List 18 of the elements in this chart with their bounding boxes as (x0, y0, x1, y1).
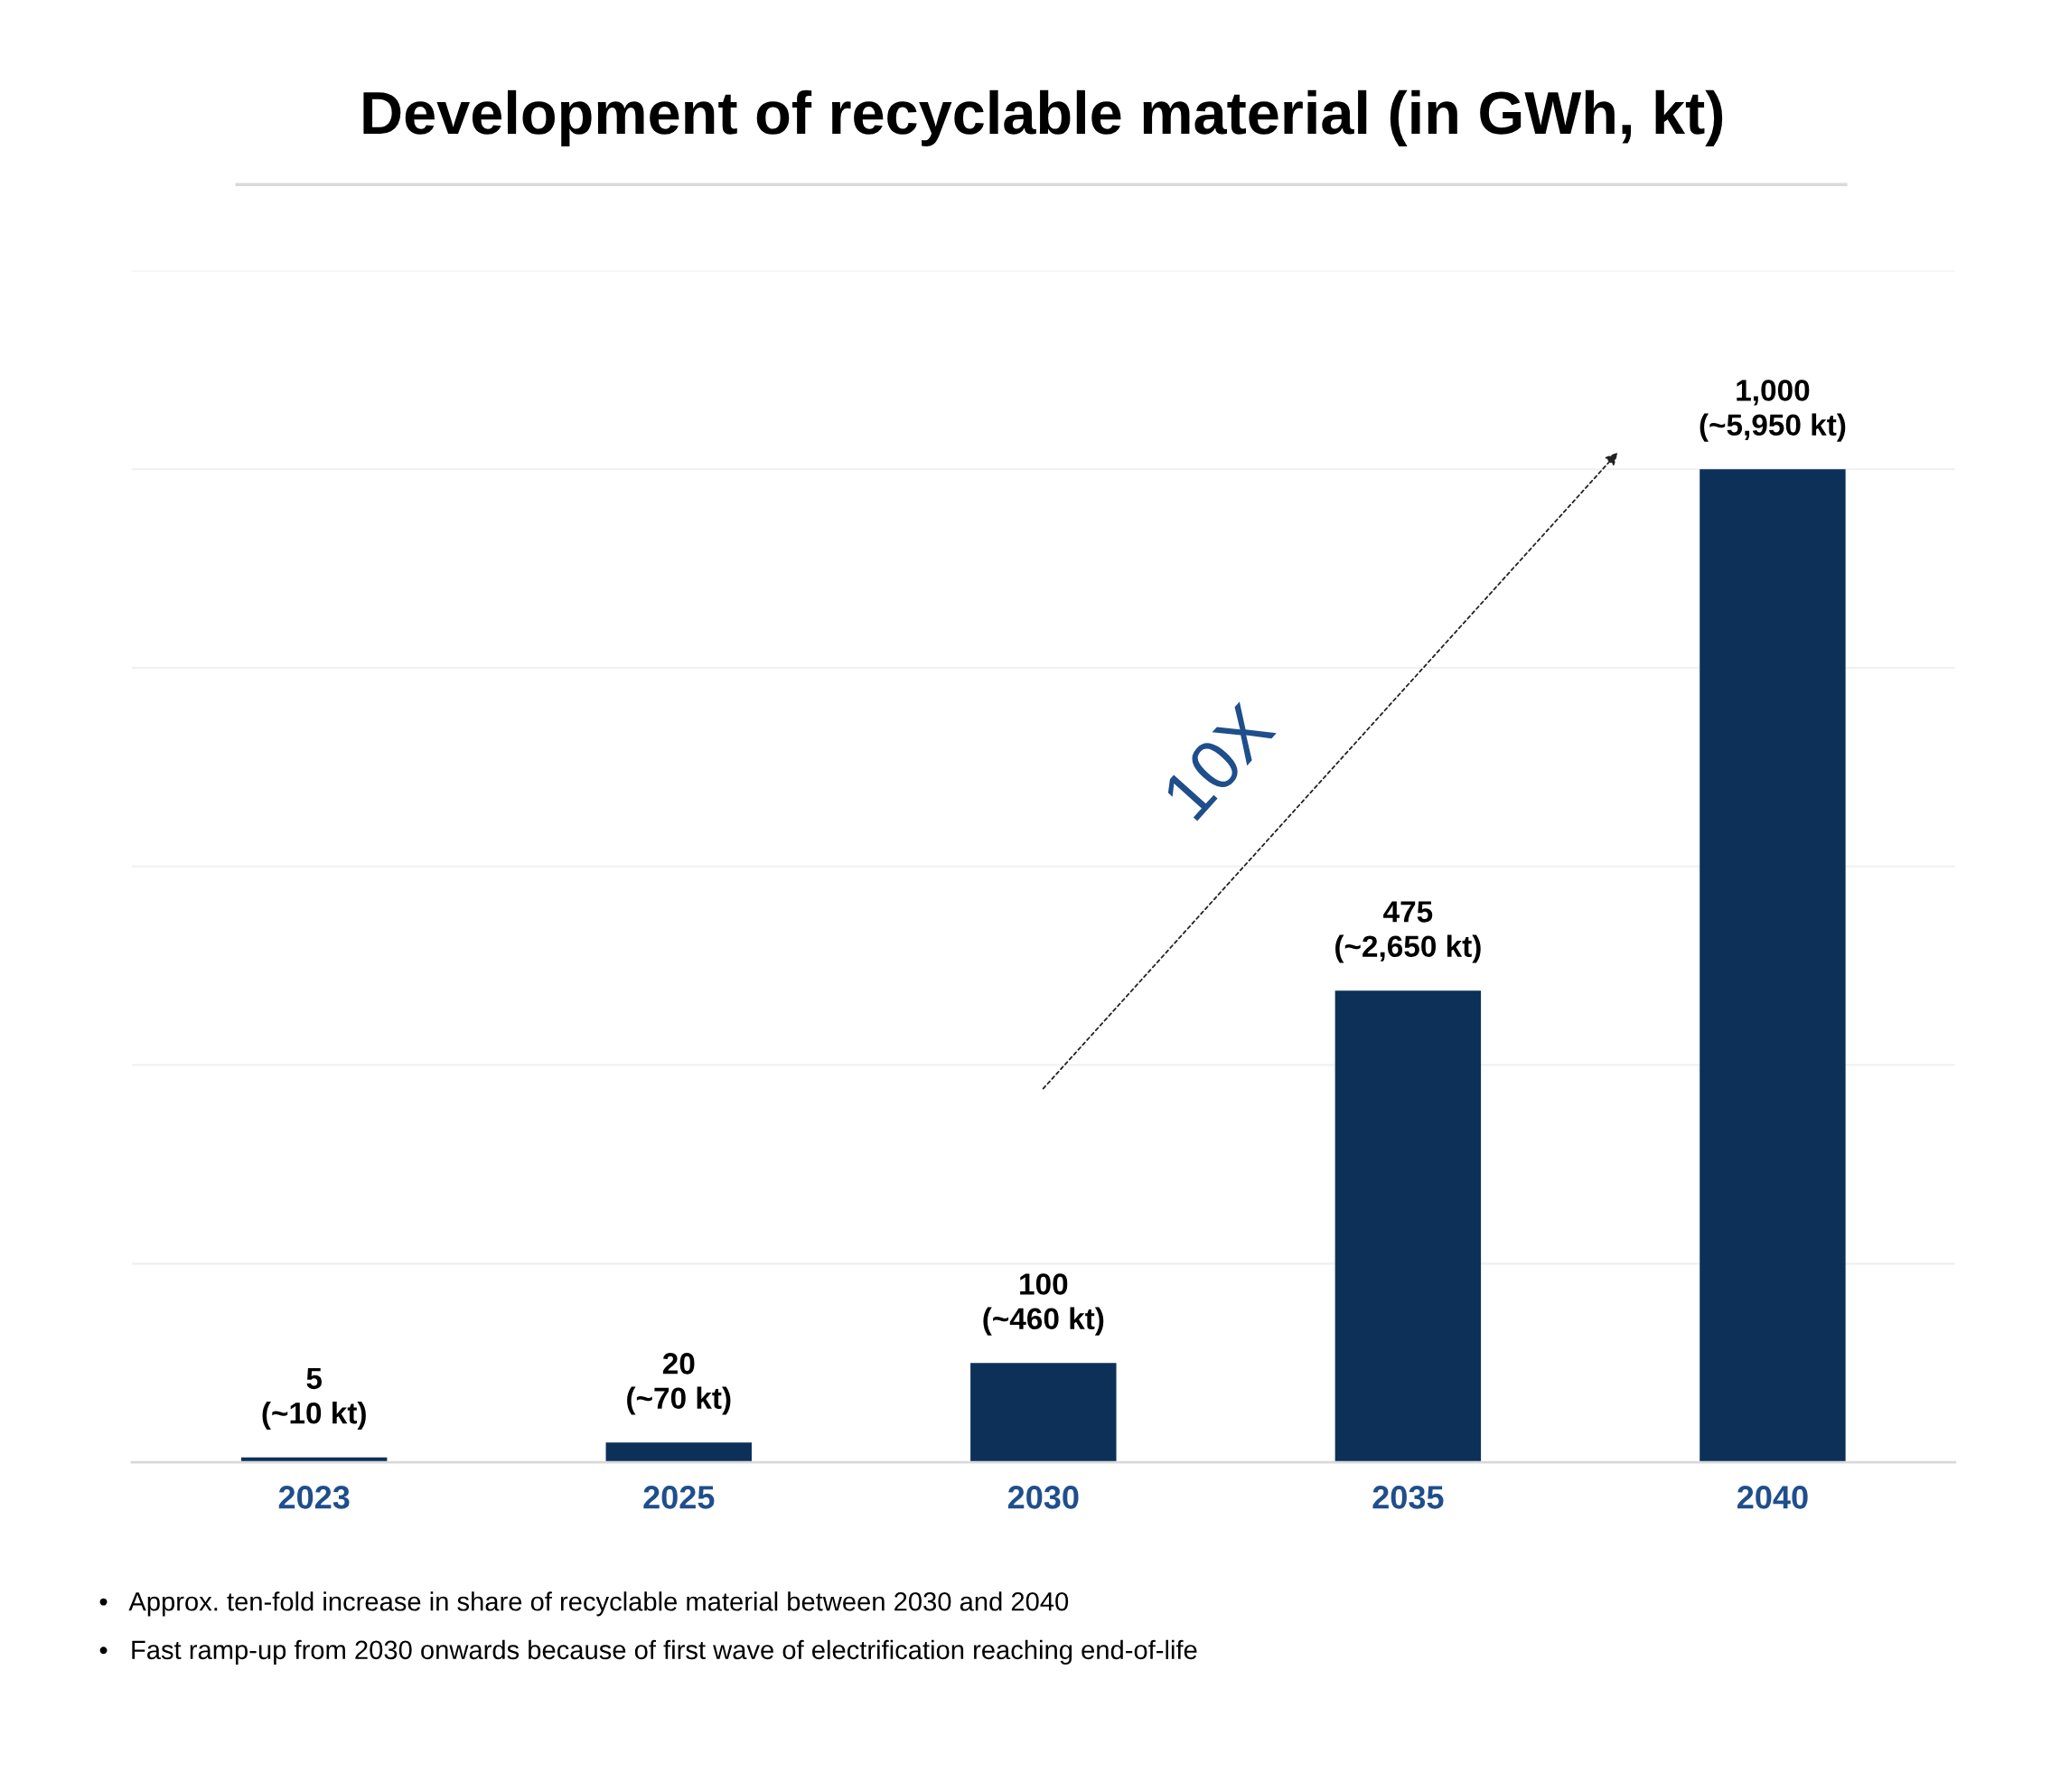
x-tick-label: 2025 (643, 1486, 715, 1509)
data-label: 1,000 (~5,950 kt) (1700, 380, 1846, 442)
x-tick-label: 2040 (1737, 1486, 1808, 1509)
data-label: 5 (~10 kt) (262, 1367, 366, 1431)
bar (1700, 469, 1846, 1463)
data-label: 475 (~2,650 kt) (1335, 901, 1481, 963)
text: • Approx. ten-fold increase in share of recyclable material between 2030 and 2040 (99, 1591, 1069, 1617)
x-tick-label: 2030 (1007, 1486, 1079, 1509)
bar (605, 1442, 752, 1463)
data-label: 20 (~70 kt) (627, 1353, 731, 1415)
data-label: 100 (~460 kt) (983, 1273, 1104, 1336)
text: • Fast ramp-up from 2030 onwards because of first wave of electrification reaching end-of-life (99, 1639, 1197, 1665)
x-tick-label: 2023 (278, 1486, 350, 1509)
annotation: 10X (1160, 699, 1278, 821)
bar (970, 1363, 1117, 1463)
x-tick-label: 2035 (1372, 1486, 1444, 1509)
chart-title: Development of recyclable material (in GWh, kt) (363, 89, 1723, 146)
bar (1334, 990, 1482, 1463)
